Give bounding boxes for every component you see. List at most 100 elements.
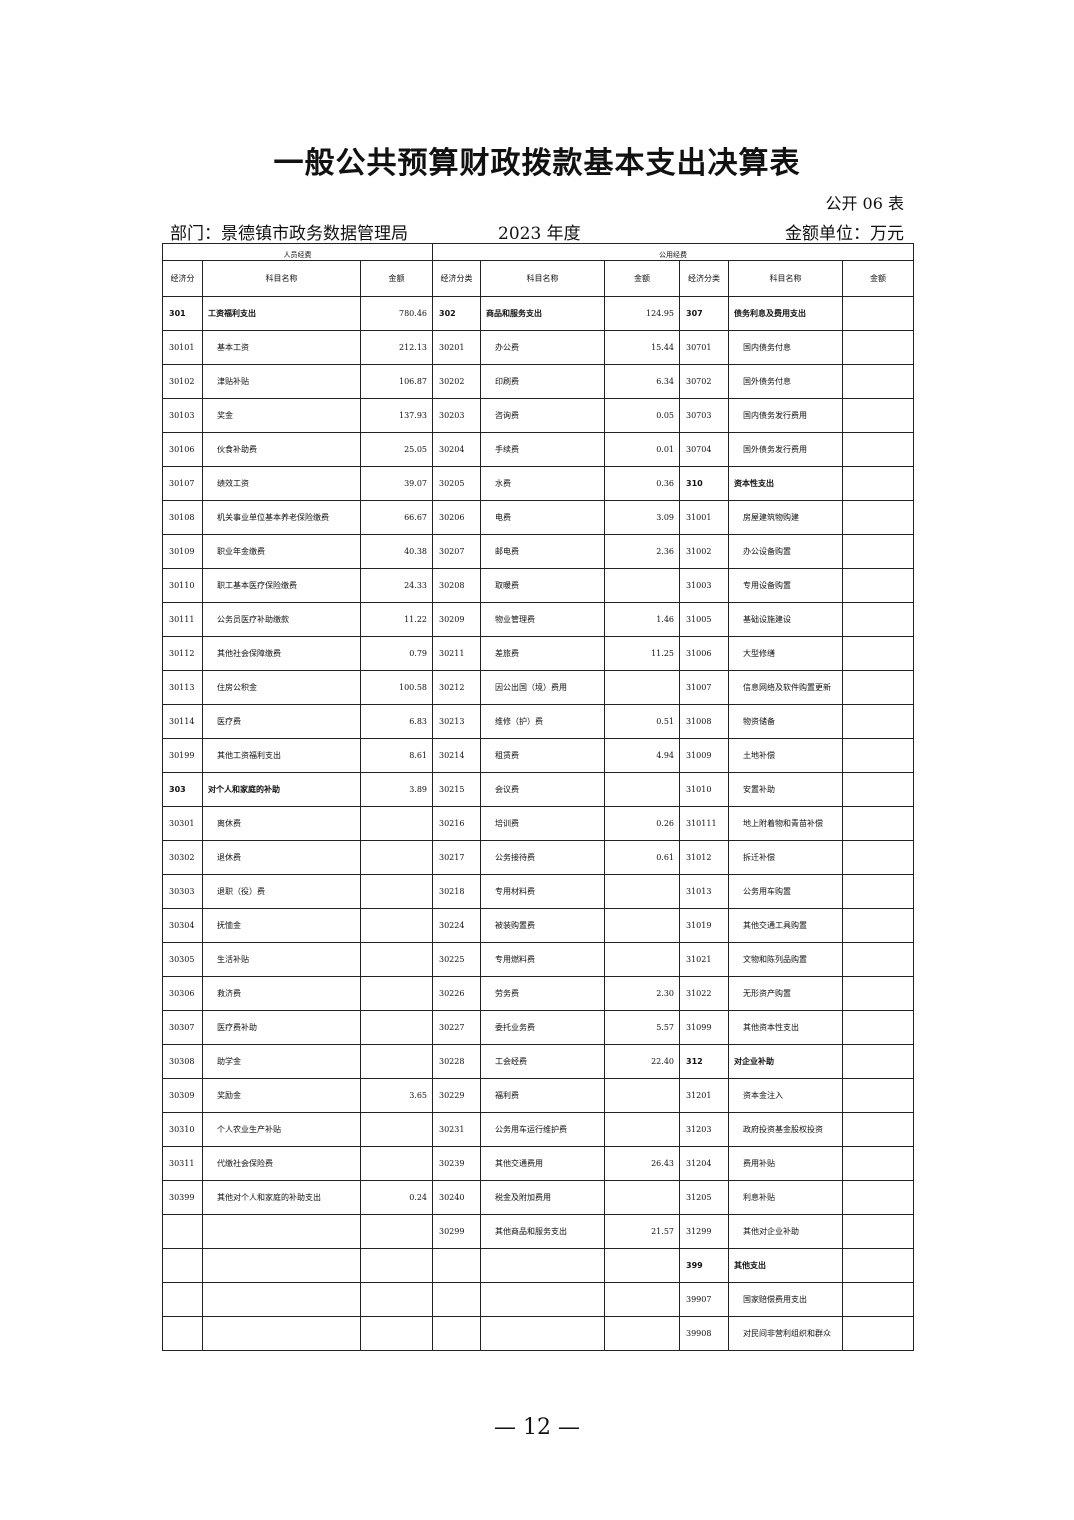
cell-amount <box>360 908 433 943</box>
table-row: 30301 离休费 30216 培训费 0.26 310111 地上附着物和青苗补偿 <box>162 806 914 841</box>
cell-code: 30114 <box>162 704 203 739</box>
cell-item-name: 代缴社会保险费 <box>202 1146 361 1181</box>
cell-code: 30307 <box>162 1010 203 1045</box>
cell-code: 31021 <box>679 942 729 977</box>
cell-code <box>432 1316 481 1351</box>
table-row: 30108 机关事业单位基本养老保险缴费 66.67 30206 电费 3.09 31001… <box>162 500 914 535</box>
table-row: 30311 代缴社会保险费 30239 其他交通费用 26.43 31204 费用补贴 <box>162 1146 914 1181</box>
cell-amount <box>842 602 914 637</box>
cell-amount <box>360 1316 433 1351</box>
cell-item-name: 其他对个人和家庭的补助支出 <box>202 1180 361 1215</box>
cell-item-name: 无形资产购置 <box>728 976 843 1011</box>
cell-item-name <box>480 1248 605 1283</box>
cell-amount <box>842 1146 914 1181</box>
cell-code: 31005 <box>679 602 729 637</box>
cell-item-name <box>202 1316 361 1351</box>
cell-item-name: 基本工资 <box>202 330 361 365</box>
cell-item-name: 对企业补助 <box>728 1044 843 1079</box>
cell-amount: 124.95 <box>604 296 680 331</box>
fiscal-year: 2023 年度 <box>498 224 581 244</box>
cell-code: 31003 <box>679 568 729 603</box>
cell-code: 30108 <box>162 500 203 535</box>
cell-code: 30199 <box>162 738 203 773</box>
table-row: 39907 国家赔偿费用支出 <box>162 1282 914 1317</box>
cell-item-name: 办公设备购置 <box>728 534 843 569</box>
cell-item-name: 公务接待费 <box>480 840 605 875</box>
cell-code: 302 <box>432 296 481 331</box>
cell-item-name: 其他交通工具购置 <box>728 908 843 943</box>
cell-amount <box>842 1282 914 1317</box>
cell-item-name: 住房公积金 <box>202 670 361 705</box>
cell-item-name: 国内债务发行费用 <box>728 398 843 433</box>
cell-amount <box>360 874 433 909</box>
cell-code: 30212 <box>432 670 481 705</box>
cell-item-name: 福利费 <box>480 1078 605 1113</box>
cell-code: 31012 <box>679 840 729 875</box>
cell-item-name: 国外债务发行费用 <box>728 432 843 467</box>
cell-amount <box>360 1214 433 1249</box>
cell-code: 30399 <box>162 1180 203 1215</box>
cell-code: 30304 <box>162 908 203 943</box>
cell-amount <box>842 738 914 773</box>
table-row: 39908 对民间非营利组织和群众 <box>162 1316 914 1351</box>
cell-amount: 5.57 <box>604 1010 680 1045</box>
cell-amount: 40.38 <box>360 534 433 569</box>
cell-amount: 11.22 <box>360 602 433 637</box>
cell-amount <box>360 1146 433 1181</box>
table-number: 公开 06 表 <box>825 194 904 213</box>
table-row: 30310 个人农业生产补贴 30231 公务用车运行维护费 31203 政府投资基金股权… <box>162 1112 914 1147</box>
cell-item-name: 维修（护）费 <box>480 704 605 739</box>
cell-amount: 780.46 <box>360 296 433 331</box>
cell-item-name: 其他对企业补助 <box>728 1214 843 1249</box>
cell-code: 30226 <box>432 976 481 1011</box>
cell-code: 39907 <box>679 1282 729 1317</box>
cell-item-name: 物资储备 <box>728 704 843 739</box>
column-header: 经济分类 <box>679 260 729 297</box>
column-header: 金额 <box>360 260 433 297</box>
cell-amount <box>842 568 914 603</box>
cell-item-name: 津贴补贴 <box>202 364 361 399</box>
cell-code: 30103 <box>162 398 203 433</box>
cell-amount: 2.30 <box>604 976 680 1011</box>
cell-item-name: 专用燃料费 <box>480 942 605 977</box>
cell-amount: 0.36 <box>604 466 680 501</box>
cell-code: 30203 <box>432 398 481 433</box>
cell-amount: 6.34 <box>604 364 680 399</box>
cell-amount <box>604 1316 680 1351</box>
cell-amount <box>604 1248 680 1283</box>
cell-code: 30204 <box>432 432 481 467</box>
cell-code <box>162 1214 203 1249</box>
table-row: 30303 退职（役）费 30218 专用材料费 31013 公务用车购置 <box>162 874 914 909</box>
cell-code: 39908 <box>679 1316 729 1351</box>
cell-amount <box>842 398 914 433</box>
cell-code: 30311 <box>162 1146 203 1181</box>
column-header-row: 经济分 科目名称 金额 经济分类 科目名称 金额 经济分类 科目名称 金额 <box>162 260 914 297</box>
cell-item-name <box>480 1282 605 1317</box>
cell-amount: 0.24 <box>360 1180 433 1215</box>
cell-item-name: 个人农业生产补贴 <box>202 1112 361 1147</box>
page-title: 一般公共预算财政拨款基本支出决算表 <box>273 146 801 181</box>
cell-code: 30308 <box>162 1044 203 1079</box>
cell-item-name: 医疗费 <box>202 704 361 739</box>
cell-amount: 6.83 <box>360 704 433 739</box>
cell-code: 30206 <box>432 500 481 535</box>
cell-item-name: 专用设备购置 <box>728 568 843 603</box>
cell-amount: 66.67 <box>360 500 433 535</box>
cell-amount <box>604 1282 680 1317</box>
cell-code: 30209 <box>432 602 481 637</box>
cell-item-name: 咨询费 <box>480 398 605 433</box>
cell-item-name: 培训费 <box>480 806 605 841</box>
cell-item-name: 房屋建筑物购建 <box>728 500 843 535</box>
table-row: 30302 退休费 30217 公务接待费 0.61 31012 拆迁补偿 <box>162 840 914 875</box>
cell-amount <box>842 1248 914 1283</box>
table-row: 30110 职工基本医疗保险缴费 24.33 30208 取暖费 31003 专用设备购置 <box>162 568 914 603</box>
column-header: 科目名称 <box>728 260 843 297</box>
cell-amount <box>360 1112 433 1147</box>
cell-item-name: 利息补贴 <box>728 1180 843 1215</box>
cell-item-name <box>202 1282 361 1317</box>
cell-amount <box>604 1078 680 1113</box>
cell-amount: 11.25 <box>604 636 680 671</box>
cell-amount <box>604 942 680 977</box>
cell-amount: 25.05 <box>360 432 433 467</box>
